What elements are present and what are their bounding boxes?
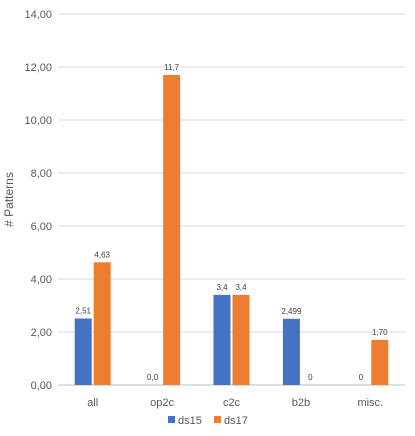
x-category-label: all xyxy=(87,397,98,409)
bar-ds17-all xyxy=(93,262,111,385)
y-tick-label: 0,00 xyxy=(31,380,52,392)
legend-swatch-ds17 xyxy=(214,416,221,423)
y-tick-label: 10,00 xyxy=(24,115,52,127)
legend: ds15 ds17 xyxy=(168,415,248,427)
y-tick-label: 14,00 xyxy=(24,9,52,21)
legend-swatch-ds15 xyxy=(168,416,175,423)
legend-label: ds17 xyxy=(224,415,248,427)
data-labels: 2,51 4,63 0,0 11,7 3,4 3,4 2,499 0 0 1,70 xyxy=(75,63,388,382)
y-tick-label: 6,00 xyxy=(31,221,52,233)
x-axis-category-labels: all op2c c2c b2b misc. xyxy=(87,397,383,409)
legend-label: ds15 xyxy=(178,415,202,427)
y-tick-label: 2,00 xyxy=(31,327,52,339)
x-category-label: op2c xyxy=(150,397,174,409)
bars xyxy=(74,74,389,385)
bar-ds17-op2c xyxy=(163,74,181,385)
data-label: 3,4 xyxy=(216,283,228,292)
data-label: 0,0 xyxy=(147,373,159,382)
bar-ds15-all xyxy=(74,318,92,385)
data-label: 11,7 xyxy=(164,63,180,72)
data-label: 2,499 xyxy=(281,307,302,316)
y-tick-label: 12,00 xyxy=(24,62,52,74)
gridlines xyxy=(58,13,405,386)
x-category-label: c2c xyxy=(223,397,241,409)
data-label: 1,70 xyxy=(372,328,388,337)
data-label: 0 xyxy=(308,373,313,382)
bar-ds17-misc xyxy=(371,339,389,385)
axis-titles: # Patterns xyxy=(2,172,16,227)
y-tick-label: 4,00 xyxy=(31,274,52,286)
y-axis-tick-labels: 0,00 2,00 4,00 6,00 8,00 10,00 12,00 14,00 xyxy=(24,9,52,392)
x-category-label: b2b xyxy=(292,397,310,409)
data-label: 0 xyxy=(359,373,364,382)
x-category-label: misc. xyxy=(357,397,383,409)
data-label: 3,4 xyxy=(235,283,247,292)
data-label: 2,51 xyxy=(75,306,91,315)
bar-ds15-c2c xyxy=(213,294,231,385)
bar-ds15-b2b xyxy=(282,318,300,385)
bar-ds17-c2c xyxy=(232,294,250,385)
y-tick-label: 8,00 xyxy=(31,168,52,180)
y-axis-title: # Patterns xyxy=(2,172,16,227)
data-label: 4,63 xyxy=(94,250,110,259)
